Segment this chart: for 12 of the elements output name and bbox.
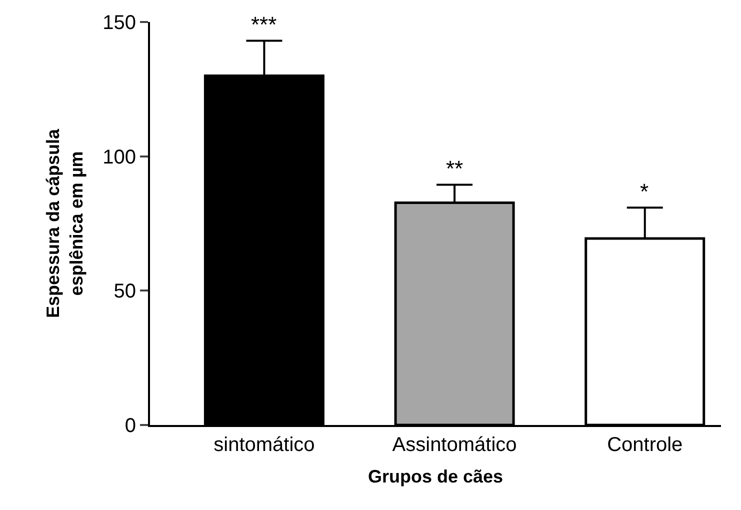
annotation: **	[446, 156, 464, 181]
y-tick-label: 150	[102, 12, 136, 34]
y-tick-label: 0	[124, 415, 136, 437]
x-tick-label: sintomático	[214, 434, 315, 456]
x-axis-title: Grupos de cães	[368, 466, 504, 487]
y-tick-label: 50	[114, 280, 136, 303]
y-tick-label: 100	[102, 146, 136, 168]
annotation: *	[640, 179, 649, 204]
x-tick-label: Assintomático	[392, 434, 517, 456]
x-tick-label: Controle	[607, 434, 683, 456]
y-axis-title: Espessura da cápsula esplênica em µm	[42, 128, 86, 318]
annotation: ***	[251, 12, 278, 37]
